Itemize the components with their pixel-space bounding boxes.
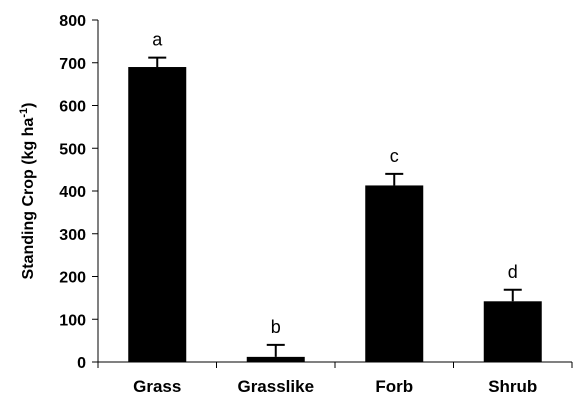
x-tick-label: Grass — [133, 377, 181, 396]
bar-grass — [128, 67, 187, 363]
y-tick-label: 100 — [59, 312, 86, 329]
plot-area: 0 100 200 300 400 500 600 700 800 a Grass b Grasslik… — [59, 13, 573, 396]
bar-shrub — [483, 301, 542, 362]
x-tick-label: Shrub — [488, 377, 537, 396]
significance-letter: b — [271, 317, 281, 337]
significance-letter: a — [152, 30, 163, 50]
y-tick-label: 800 — [59, 13, 86, 30]
y-tick-label: 700 — [59, 56, 86, 73]
y-tick-label: 400 — [59, 184, 86, 201]
y-tick-label: 0 — [77, 355, 86, 372]
bar-forb — [365, 185, 424, 362]
bar-grasslike — [246, 356, 305, 362]
x-tick-label: Grasslike — [237, 377, 314, 396]
significance-letter: d — [508, 262, 518, 282]
significance-letter: c — [390, 146, 399, 166]
y-tick-label: 500 — [59, 141, 86, 158]
y-axis-title: Standing Crop (kg ha-1) — [18, 103, 37, 280]
y-tick-label: 200 — [59, 270, 86, 287]
y-tick-label: 300 — [59, 227, 86, 244]
y-tick-label: 600 — [59, 99, 86, 116]
y-axis-title-superscript: -1 — [18, 108, 30, 118]
x-tick-label: Forb — [375, 377, 413, 396]
